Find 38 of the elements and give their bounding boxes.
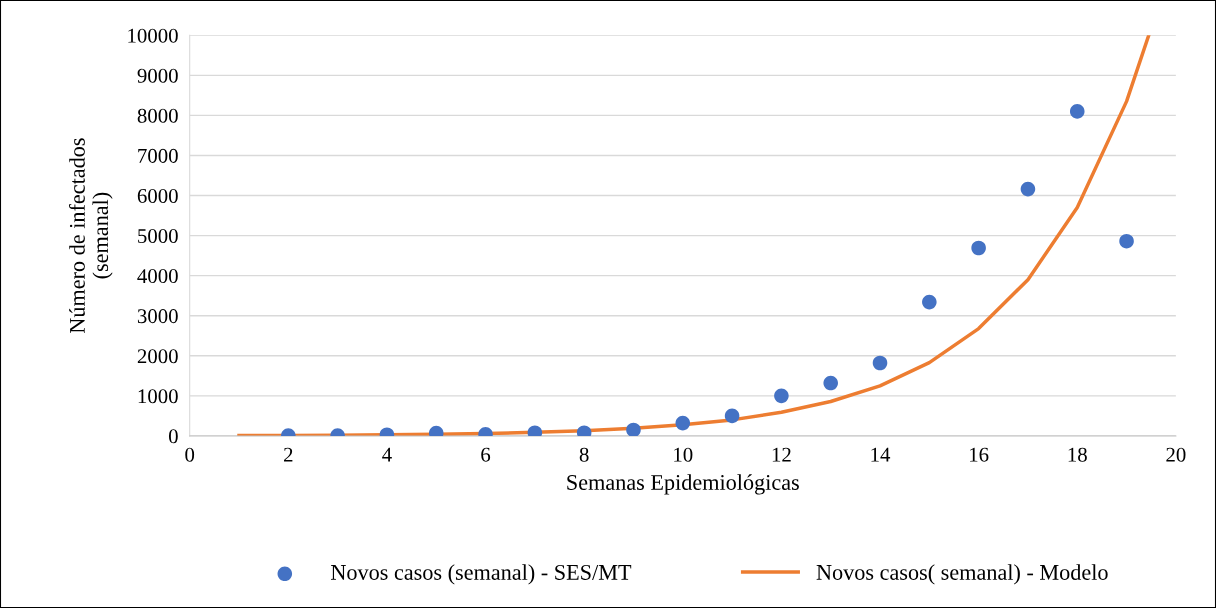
x-tick-label: 8 <box>579 447 589 462</box>
x-tick-label: 12 <box>772 447 791 462</box>
line-series <box>237 35 1151 436</box>
x-axis-title: Semanas Epidemiológicas <box>567 474 799 495</box>
x-tick-label: 0 <box>185 447 195 462</box>
y-tick-label: 3000 <box>137 309 178 324</box>
point <box>1020 181 1036 197</box>
point <box>675 415 691 431</box>
legend-label: Novos casos (semanal) - SES/MT <box>331 564 632 585</box>
point <box>823 375 838 391</box>
x-tick-label: 10 <box>674 447 693 462</box>
point <box>724 408 740 424</box>
point <box>922 294 937 310</box>
y-tick-label: 5000 <box>138 228 178 244</box>
legend-label: Novos casos( semanal) - Modelo <box>816 564 1108 585</box>
x-tick-label: 6 <box>481 447 491 462</box>
y-tick-label: 4000 <box>137 269 178 284</box>
x-tick-label: 16 <box>970 447 989 462</box>
y-tick-label: 8000 <box>137 108 178 123</box>
point <box>1119 233 1134 249</box>
x-tick-label: 14 <box>871 447 891 462</box>
y-tick-label: 9000 <box>137 68 178 83</box>
x-tick-label: 2 <box>284 447 293 462</box>
x-tick-label: 18 <box>1068 447 1087 462</box>
point <box>774 388 789 404</box>
point <box>872 355 888 371</box>
y-axis-title: Número de infectados (semanal) <box>69 138 113 334</box>
point <box>1069 104 1085 119</box>
y-tick-label: 2000 <box>137 349 178 364</box>
y-tick-label: 6000 <box>137 188 178 203</box>
point <box>971 240 986 256</box>
y-tick-label: 0 <box>168 429 178 444</box>
y-tick-label: 10000 <box>128 28 178 43</box>
y-tick-label: 7000 <box>138 148 178 163</box>
y-tick-label: 1000 <box>138 389 178 404</box>
point <box>626 422 641 436</box>
x-tick-label: 20 <box>1166 447 1186 462</box>
x-tick-label: 4 <box>382 447 392 462</box>
